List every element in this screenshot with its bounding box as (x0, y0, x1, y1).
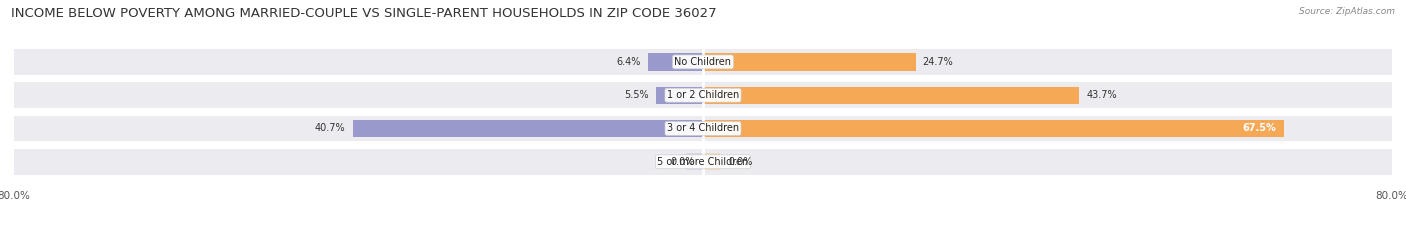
Bar (14, 49, 1392, 75)
Text: 0.0%: 0.0% (728, 157, 754, 167)
Text: INCOME BELOW POVERTY AMONG MARRIED-COUPLE VS SINGLE-PARENT HOUSEHOLDS IN ZIP COD: INCOME BELOW POVERTY AMONG MARRIED-COUPL… (11, 7, 717, 20)
Text: No Children: No Children (675, 57, 731, 67)
Bar (14, 82, 1392, 108)
Text: 1 or 2 Children: 1 or 2 Children (666, 90, 740, 100)
Bar (703, 120, 1284, 137)
Text: 6.4%: 6.4% (617, 57, 641, 67)
Text: Source: ZipAtlas.com: Source: ZipAtlas.com (1299, 7, 1395, 16)
Bar (703, 86, 1080, 104)
Text: 5 or more Children: 5 or more Children (658, 157, 748, 167)
Bar (353, 120, 703, 137)
Bar (655, 86, 703, 104)
Bar (703, 53, 915, 71)
Bar (703, 153, 720, 170)
Bar (14, 149, 1392, 175)
Text: 3 or 4 Children: 3 or 4 Children (666, 123, 740, 134)
Bar (686, 153, 703, 170)
Text: 5.5%: 5.5% (624, 90, 648, 100)
Text: 43.7%: 43.7% (1087, 90, 1116, 100)
Text: 40.7%: 40.7% (315, 123, 346, 134)
Text: 24.7%: 24.7% (922, 57, 953, 67)
Bar (14, 116, 1392, 141)
Bar (648, 53, 703, 71)
Text: 67.5%: 67.5% (1241, 123, 1275, 134)
Text: 0.0%: 0.0% (671, 157, 695, 167)
